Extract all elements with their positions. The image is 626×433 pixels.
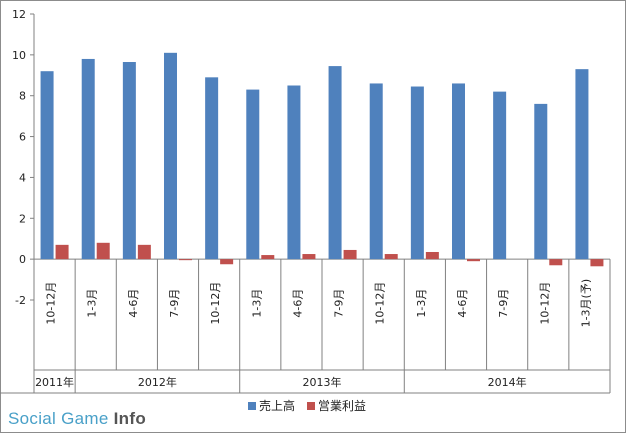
y-tick-label: 0 (19, 253, 26, 266)
x-tick-label: 1-3月(予) (579, 279, 592, 328)
y-tick-label: -2 (15, 294, 26, 307)
y-tick-label: 2 (19, 212, 26, 225)
x-tick-label: 4-6月 (127, 289, 140, 318)
bar-operating-profit (55, 244, 69, 260)
y-tick-label: 6 (19, 131, 26, 144)
watermark-prefix: Social Game (8, 409, 114, 428)
legend: 売上高 営業利益 (248, 398, 366, 413)
y-tick-label: 12 (12, 8, 26, 21)
bar-operating-profit (220, 259, 234, 265)
bar-operating-profit (96, 242, 110, 260)
x-tick-label: 1-3月 (250, 289, 263, 318)
y-tick-labels: -2 0 2 4 6 8 10 12 (12, 8, 26, 307)
bar-sales (246, 89, 260, 260)
bar-operating-profit (343, 249, 357, 260)
x-tick-label: 10-12月 (374, 282, 387, 325)
x-tick-label: 7-9月 (333, 289, 346, 318)
bar-sales (122, 62, 136, 260)
bar-operating-profit (302, 254, 316, 260)
bar-sales (164, 52, 177, 260)
category-labels: 10-12月 1-3月 4-6月 7-9月 10-12月 1-3月 4-6月 7-9月 10-1… (45, 279, 593, 328)
x-tick-label: 7-9月 (497, 289, 510, 318)
x-tick-label: 10-12月 (45, 282, 58, 325)
bar-sales (205, 77, 219, 260)
year-label: 2012年 (138, 375, 177, 389)
bars (40, 52, 604, 267)
bar-sales (575, 69, 589, 260)
y-tick-label: 4 (19, 171, 26, 184)
bar-operating-profit (549, 259, 563, 266)
year-label: 2013年 (303, 375, 342, 389)
bar-operating-profit (261, 255, 275, 260)
legend-entry: 営業利益 (318, 399, 366, 413)
x-tick-label: 4-6月 (291, 289, 304, 318)
bar-operating-profit (137, 244, 151, 260)
year-label: 2014年 (488, 375, 527, 389)
x-tick-label: 10-12月 (209, 282, 222, 325)
bar-operating-profit (467, 259, 480, 262)
x-tick-label: 10-12月 (538, 282, 551, 325)
bar-sales (369, 83, 383, 260)
bar-operating-profit (179, 259, 192, 261)
legend-entry: 売上高 (259, 398, 295, 413)
year-label: 2011年 (35, 375, 74, 389)
y-tick-label: 10 (12, 49, 26, 62)
y-tick-label: 8 (19, 90, 26, 103)
x-tick-label: 1-3月 (415, 289, 428, 318)
legend-swatch (307, 402, 315, 410)
watermark-logo: Social Game Info (8, 409, 146, 429)
bar-sales (493, 91, 507, 260)
watermark-suffix: Info (113, 409, 147, 428)
x-tick-label: 7-9月 (168, 289, 181, 318)
bar-sales (328, 66, 342, 260)
year-labels: 2011年 2012年 2013年 2014年 (35, 375, 527, 389)
legend-swatch (248, 402, 256, 410)
x-tick-label: 1-3月 (86, 289, 99, 318)
bar-sales (81, 58, 95, 260)
bar-operating-profit (384, 254, 398, 260)
bar-operating-profit (590, 259, 604, 267)
bar-sales (452, 83, 465, 260)
bar-sales (410, 86, 424, 260)
bar-sales (287, 85, 301, 260)
x-tick-label: 4-6月 (456, 289, 469, 318)
bar-operating-profit (425, 251, 439, 260)
bar-sales (534, 103, 548, 260)
bar-sales (40, 71, 54, 260)
